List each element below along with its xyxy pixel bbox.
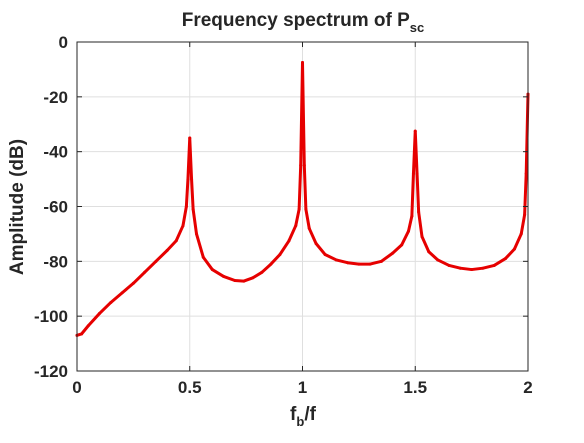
data-point <box>287 239 291 243</box>
data-point <box>323 252 327 256</box>
data-point <box>242 279 246 283</box>
data-point <box>191 207 195 211</box>
data-point <box>301 61 304 65</box>
data-point <box>307 226 311 230</box>
data-point <box>481 266 485 270</box>
data-point <box>512 247 516 251</box>
series-line <box>75 61 530 337</box>
data-point <box>260 270 264 274</box>
chart-title-subscript: sc <box>410 20 424 35</box>
data-point <box>210 268 214 272</box>
data-point <box>410 214 414 218</box>
chart-title-main: Frequency spectrum of P <box>182 10 410 31</box>
x-tick-label: 0.5 <box>178 378 202 397</box>
data-point <box>80 332 84 336</box>
data-point <box>458 266 462 270</box>
data-point <box>184 205 188 208</box>
data-point <box>201 255 205 259</box>
data-point <box>413 129 417 133</box>
y-axis-title: Amplitude (dB) <box>7 139 28 275</box>
data-point <box>436 258 440 262</box>
data-point <box>294 224 298 228</box>
data-point <box>406 229 410 233</box>
data-point <box>120 291 124 295</box>
data-point <box>334 258 338 262</box>
y-tick-label: -100 <box>34 307 68 326</box>
y-tick-label: -120 <box>34 362 68 381</box>
data-point <box>269 262 273 266</box>
y-tick-label: -40 <box>43 143 68 162</box>
y-tick-label: -60 <box>43 198 68 217</box>
data-point <box>346 261 350 265</box>
data-point <box>368 262 372 266</box>
y-tick-label: 0 <box>59 33 68 52</box>
tick-layer: 0 0.5 1 1.5 2 0 -20 -40 -60 -80 -100 -120 <box>34 33 533 397</box>
data-point <box>233 279 237 283</box>
data-point <box>299 163 303 167</box>
data-point <box>131 281 135 285</box>
data-point <box>278 252 282 256</box>
data-point <box>415 172 419 176</box>
data-point <box>420 235 424 239</box>
data-point <box>503 257 507 261</box>
data-point <box>379 259 383 263</box>
data-point <box>109 300 113 304</box>
data-point <box>400 243 404 247</box>
data-point <box>447 263 451 267</box>
chart-title: Frequency spectrum of Psc <box>182 10 425 35</box>
data-point <box>314 242 318 246</box>
x-axis-title-subscript: b <box>296 414 304 429</box>
data-point <box>251 276 255 280</box>
x-tick-label: 1.5 <box>403 378 427 397</box>
data-point <box>174 239 178 243</box>
data-point <box>302 163 306 167</box>
data-point <box>188 136 192 140</box>
data-point <box>186 177 190 181</box>
series-layer <box>75 61 530 337</box>
data-point <box>357 262 361 266</box>
data-point <box>195 232 199 236</box>
data-point <box>523 213 527 217</box>
data-point <box>297 207 301 211</box>
data-point <box>154 259 158 263</box>
data-point <box>519 232 523 236</box>
data-point <box>417 210 421 214</box>
y-tick-label: -20 <box>43 88 68 107</box>
data-point <box>411 172 415 176</box>
data-point <box>165 248 169 252</box>
x-tick-label: 2 <box>523 378 532 397</box>
data-point <box>222 274 226 278</box>
data-point <box>190 177 194 181</box>
data-point <box>304 207 308 211</box>
x-tick-label: 1 <box>298 378 307 397</box>
data-point <box>181 224 185 228</box>
data-point <box>143 270 147 274</box>
data-point <box>470 268 474 272</box>
y-tick-label: -80 <box>43 252 68 271</box>
data-point <box>492 263 496 267</box>
x-axis-title: fb/f <box>290 404 317 429</box>
data-point <box>391 251 395 255</box>
data-point <box>98 311 102 315</box>
x-axis-title-main: f <box>290 404 297 425</box>
data-point <box>427 250 431 254</box>
data-point <box>86 324 90 328</box>
data-point <box>524 172 528 176</box>
x-axis-title-rest: /f <box>304 404 316 425</box>
x-tick-label: 0 <box>72 378 81 397</box>
